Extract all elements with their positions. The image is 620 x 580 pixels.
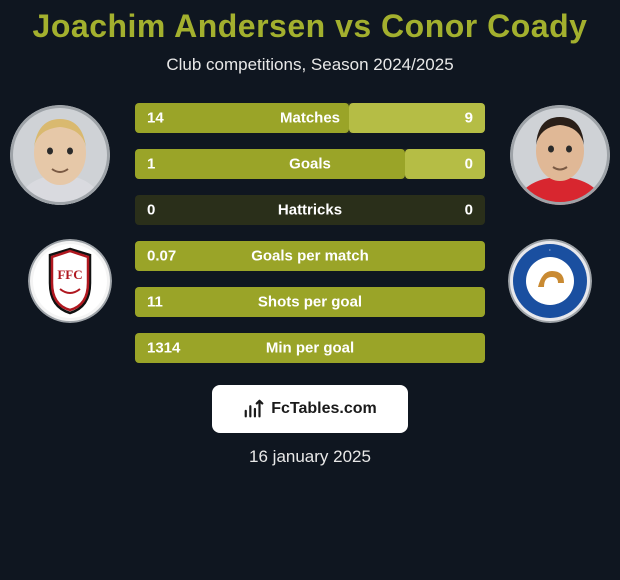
branding-badge: FcTables.com (212, 385, 408, 433)
branding-text: FcTables.com (271, 400, 377, 418)
stat-bars: 149Matches 10Goals 00Hattricks 0.07Goals pe… (135, 103, 485, 363)
stat-row: 11Shots per goal (135, 287, 485, 317)
svg-text:FFC: FFC (57, 267, 82, 282)
club-right-icon: · (508, 239, 592, 323)
stat-label: Matches (135, 110, 485, 127)
stat-row: 0.07Goals per match (135, 241, 485, 271)
comparison-card: Joachim Andersen vs Conor Coady Club com… (0, 0, 620, 580)
stat-row: 00Hattricks (135, 195, 485, 225)
club-left-badge: FFC (28, 239, 112, 323)
comparison-body: FFC · 149Matches 10Goals 00Hattricks 0.07Go… (0, 97, 620, 367)
stat-label: Goals (135, 156, 485, 173)
chart-icon (243, 398, 265, 420)
player-left-icon (10, 105, 110, 205)
stat-label: Min per goal (135, 340, 485, 357)
player-left-avatar (10, 105, 110, 205)
page-title: Joachim Andersen vs Conor Coady (0, 8, 620, 45)
stat-label: Hattricks (135, 202, 485, 219)
stat-row: 149Matches (135, 103, 485, 133)
stat-row: 10Goals (135, 149, 485, 179)
player-right-icon (510, 105, 610, 205)
date-text: 16 january 2025 (0, 447, 620, 467)
stat-row: 1314Min per goal (135, 333, 485, 363)
stat-label: Shots per goal (135, 294, 485, 311)
subtitle: Club competitions, Season 2024/2025 (0, 55, 620, 75)
club-right-badge: · (508, 239, 592, 323)
club-left-icon: FFC (28, 239, 112, 323)
svg-text:·: · (549, 248, 551, 254)
player-right-avatar (510, 105, 610, 205)
stat-label: Goals per match (135, 248, 485, 265)
